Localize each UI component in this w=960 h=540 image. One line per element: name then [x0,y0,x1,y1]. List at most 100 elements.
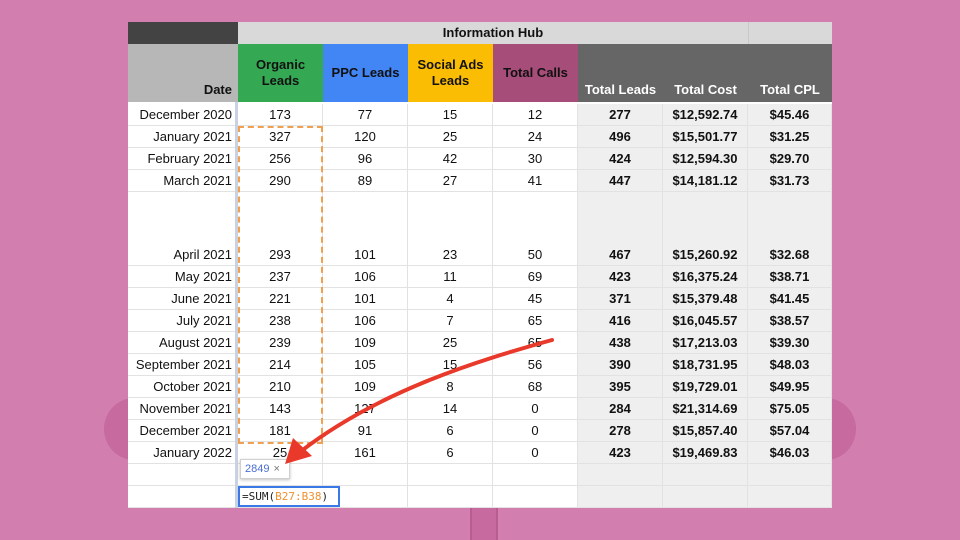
empty-cell[interactable] [238,464,323,486]
cell-total-calls[interactable]: 65 [493,332,578,354]
cell-total-calls[interactable]: 30 [493,148,578,170]
cell-total-cpl[interactable]: $46.03 [748,442,832,464]
cell-total-cost[interactable]: $15,501.77 [663,126,748,148]
cell-total-leads[interactable]: 467 [578,192,663,266]
cell-ppc-leads[interactable]: 106 [323,266,408,288]
cell-date[interactable]: April 2021 [128,192,238,266]
cell-total-leads[interactable]: 496 [578,126,663,148]
empty-cell[interactable] [748,486,832,508]
cell-ppc-leads[interactable]: 91 [323,420,408,442]
cell-date[interactable]: July 2021 [128,310,238,332]
empty-cell[interactable] [493,486,578,508]
cell-date[interactable]: December 2020 [128,104,238,126]
cell-total-leads[interactable]: 284 [578,398,663,420]
cell-total-cost[interactable]: $21,314.69 [663,398,748,420]
empty-cell[interactable] [493,464,578,486]
cell-ppc-leads[interactable]: 120 [323,126,408,148]
cell-total-cost[interactable]: $12,592.74 [663,104,748,126]
cell-total-leads[interactable]: 416 [578,310,663,332]
cell-total-cpl[interactable]: $48.03 [748,354,832,376]
cell-social-ads-leads[interactable]: 25 [408,332,493,354]
cell-total-leads[interactable]: 438 [578,332,663,354]
cell-total-leads[interactable]: 277 [578,104,663,126]
header-date[interactable]: Date [128,44,238,102]
cell-total-cpl[interactable]: $31.73 [748,170,832,192]
cell-total-calls[interactable]: 45 [493,288,578,310]
cell-ppc-leads[interactable]: 105 [323,354,408,376]
group-header[interactable]: Information Hub [238,22,748,44]
cell-total-calls[interactable]: 56 [493,354,578,376]
cell-total-leads[interactable]: 423 [578,266,663,288]
cell-organic-leads[interactable]: 143 [238,398,323,420]
cell-total-cost[interactable]: $12,594.30 [663,148,748,170]
cell-total-cpl[interactable]: $32.68 [748,192,832,266]
cell-total-leads[interactable]: 371 [578,288,663,310]
empty-cell[interactable] [408,464,493,486]
cell-social-ads-leads[interactable]: 8 [408,376,493,398]
cell-total-cost[interactable]: $16,045.57 [663,310,748,332]
cell-total-cpl[interactable]: $39.30 [748,332,832,354]
cell-ppc-leads[interactable]: 101 [323,192,408,266]
cell-date[interactable]: March 2021 [128,170,238,192]
cell-total-cost[interactable]: $19,469.83 [663,442,748,464]
cell-total-cost[interactable]: $16,375.24 [663,266,748,288]
cell-total-leads[interactable]: 390 [578,354,663,376]
empty-cell[interactable] [748,464,832,486]
header-total-cost[interactable]: Total Cost [663,44,748,102]
cell-social-ads-leads[interactable]: 25 [408,126,493,148]
cell-social-ads-leads[interactable]: 27 [408,170,493,192]
cell-total-calls[interactable]: 0 [493,442,578,464]
cell-ppc-leads[interactable]: 89 [323,170,408,192]
cell-total-cpl[interactable]: $75.05 [748,398,832,420]
cell-ppc-leads[interactable]: 161 [323,442,408,464]
empty-cell[interactable] [323,486,408,508]
cell-total-calls[interactable]: 0 [493,398,578,420]
cell-ppc-leads[interactable]: 77 [323,104,408,126]
cell-social-ads-leads[interactable]: 23 [408,192,493,266]
cell-total-calls[interactable]: 24 [493,126,578,148]
header-total-calls[interactable]: Total Calls [493,44,578,102]
cell-ppc-leads[interactable]: 109 [323,332,408,354]
header-organic-leads[interactable]: Organic Leads [238,44,323,102]
empty-cell[interactable] [578,486,663,508]
cell-ppc-leads[interactable]: 101 [323,288,408,310]
empty-cell[interactable] [128,464,238,486]
cell-social-ads-leads[interactable]: 7 [408,310,493,332]
cell-social-ads-leads[interactable]: 11 [408,266,493,288]
cell-social-ads-leads[interactable]: 6 [408,420,493,442]
cell-organic-leads[interactable]: 293 [238,192,323,266]
cell-total-calls[interactable]: 50 [493,192,578,266]
cell-total-cpl[interactable]: $49.95 [748,376,832,398]
header-social-ads-leads[interactable]: Social Ads Leads [408,44,493,102]
cell-date[interactable]: June 2021 [128,288,238,310]
cell-date[interactable]: January 2021 [128,126,238,148]
cell-total-calls[interactable]: 68 [493,376,578,398]
cell-date[interactable]: November 2021 [128,398,238,420]
cell-total-calls[interactable]: 12 [493,104,578,126]
cell-total-cpl[interactable]: $31.25 [748,126,832,148]
formula-editor[interactable]: =SUM(B27:B38) [238,486,340,507]
cell-total-calls[interactable]: 65 [493,310,578,332]
close-icon[interactable]: × [273,463,280,475]
cell-organic-leads[interactable]: 181 [238,420,323,442]
cell-social-ads-leads[interactable]: 42 [408,148,493,170]
cell-date[interactable]: December 2021 [128,420,238,442]
cell-date[interactable]: August 2021 [128,332,238,354]
cell-social-ads-leads[interactable]: 15 [408,354,493,376]
cell-social-ads-leads[interactable]: 15 [408,104,493,126]
cell-total-cpl[interactable]: $45.46 [748,104,832,126]
cell-ppc-leads[interactable]: 127 [323,398,408,420]
empty-cell[interactable] [323,464,408,486]
cell-organic-leads[interactable]: 239 [238,332,323,354]
cell-organic-leads[interactable]: 256 [238,148,323,170]
cell-total-cpl[interactable]: $41.45 [748,288,832,310]
cell-organic-leads[interactable]: 214 [238,354,323,376]
cell-organic-leads[interactable]: 173 [238,104,323,126]
cell-ppc-leads[interactable]: 106 [323,310,408,332]
cell-total-cost[interactable]: $18,731.95 [663,354,748,376]
cell-organic-leads[interactable]: 238 [238,310,323,332]
cell-total-cost[interactable]: $17,213.03 [663,332,748,354]
header-total-leads[interactable]: Total Leads [578,44,663,102]
cell-social-ads-leads[interactable]: 6 [408,442,493,464]
empty-cell[interactable] [578,464,663,486]
